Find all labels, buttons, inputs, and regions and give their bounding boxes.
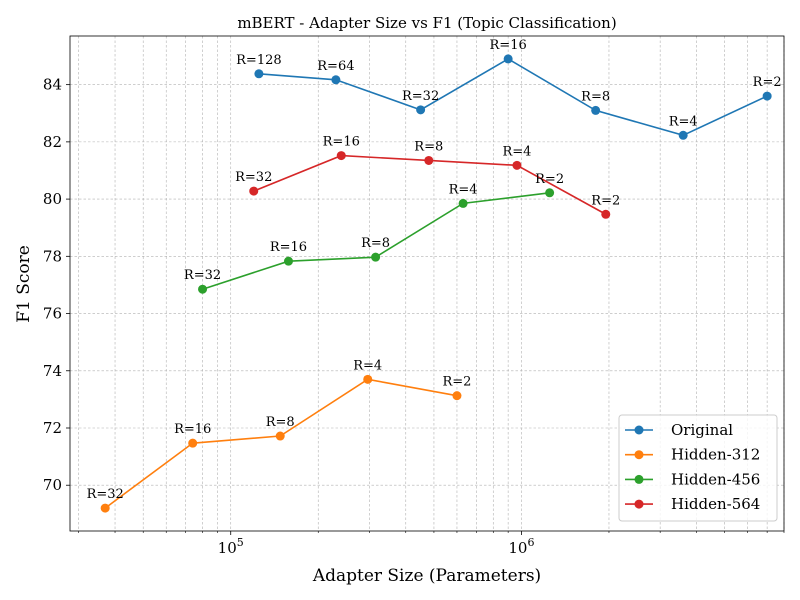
x-tick-label: 105 xyxy=(218,536,244,557)
legend-marker xyxy=(634,499,644,509)
data-point xyxy=(249,186,259,196)
y-tick-label: 76 xyxy=(43,305,62,323)
data-point xyxy=(254,69,264,79)
point-labels: R=128 R=64 R=32 R=16 R=8 R=4 R=2 R=32 R=16 R=8 R=4… xyxy=(87,38,782,502)
legend: Original Hidden-312 Hidden-456 Hidden-564 xyxy=(618,414,778,522)
point-label: R=8 xyxy=(266,415,295,430)
legend-label: Original xyxy=(671,421,733,439)
point-label: R=8 xyxy=(414,139,443,154)
data-point xyxy=(545,188,555,198)
y-tick-label: 82 xyxy=(43,133,62,151)
data-point xyxy=(512,160,522,170)
point-label: R=64 xyxy=(317,59,354,74)
axes: 105 106 70 72 74 76 78 80 82 84 xyxy=(43,76,785,557)
data-point xyxy=(100,503,110,513)
series-layer xyxy=(100,54,772,513)
point-label: R=32 xyxy=(235,170,272,185)
series-line xyxy=(104,378,458,509)
legend-label: Hidden-564 xyxy=(671,495,760,513)
point-label: R=2 xyxy=(535,172,564,187)
data-point xyxy=(188,438,198,448)
point-label: R=32 xyxy=(87,487,124,502)
point-label: R=4 xyxy=(353,358,382,373)
legend-label: Hidden-312 xyxy=(671,446,760,464)
data-point xyxy=(283,256,293,266)
point-label: R=8 xyxy=(581,89,610,104)
point-label: R=16 xyxy=(323,135,360,150)
data-point xyxy=(363,374,373,384)
plot-frame xyxy=(69,35,785,532)
x-tick-label: 106 xyxy=(508,536,534,557)
point-label: R=16 xyxy=(270,240,307,255)
data-point xyxy=(591,105,601,115)
data-point xyxy=(458,198,468,208)
data-point xyxy=(331,75,341,85)
point-label: R=2 xyxy=(753,75,782,90)
data-point xyxy=(762,91,772,101)
data-point xyxy=(416,105,426,115)
legend-label: Hidden-456 xyxy=(671,470,760,488)
point-label: R=128 xyxy=(236,53,282,68)
point-label: R=4 xyxy=(449,182,478,197)
point-label: R=4 xyxy=(669,114,698,129)
y-tick-label: 70 xyxy=(43,476,62,494)
point-label: R=8 xyxy=(361,236,390,251)
grid xyxy=(70,36,785,531)
data-point xyxy=(424,155,434,165)
data-point xyxy=(371,252,381,262)
data-point xyxy=(452,391,462,401)
data-point xyxy=(601,209,611,219)
data-point xyxy=(275,431,285,441)
chart-title: mBERT - Adapter Size vs F1 (Topic Classi… xyxy=(237,14,616,32)
y-tick-label: 72 xyxy=(43,419,62,437)
x-axis-label: Adapter Size (Parameters) xyxy=(312,566,541,586)
point-label: R=16 xyxy=(174,422,211,437)
y-axis-label: F1 Score xyxy=(14,245,34,323)
point-label: R=2 xyxy=(442,375,471,390)
legend-box xyxy=(618,414,778,522)
point-label: R=4 xyxy=(502,144,531,159)
point-label: R=2 xyxy=(591,193,620,208)
point-label: R=32 xyxy=(184,268,221,283)
data-point xyxy=(336,151,346,161)
data-point xyxy=(198,284,208,294)
legend-marker xyxy=(634,450,644,460)
data-point xyxy=(503,54,513,64)
y-tick-label: 78 xyxy=(43,247,62,265)
y-tick-label: 74 xyxy=(43,362,62,380)
legend-marker xyxy=(634,474,644,484)
y-tick-label: 80 xyxy=(43,190,62,208)
legend-marker xyxy=(634,425,644,435)
point-label: R=16 xyxy=(490,38,527,53)
y-tick-label: 84 xyxy=(43,76,62,94)
point-label: R=32 xyxy=(402,89,439,104)
data-point xyxy=(678,130,688,140)
